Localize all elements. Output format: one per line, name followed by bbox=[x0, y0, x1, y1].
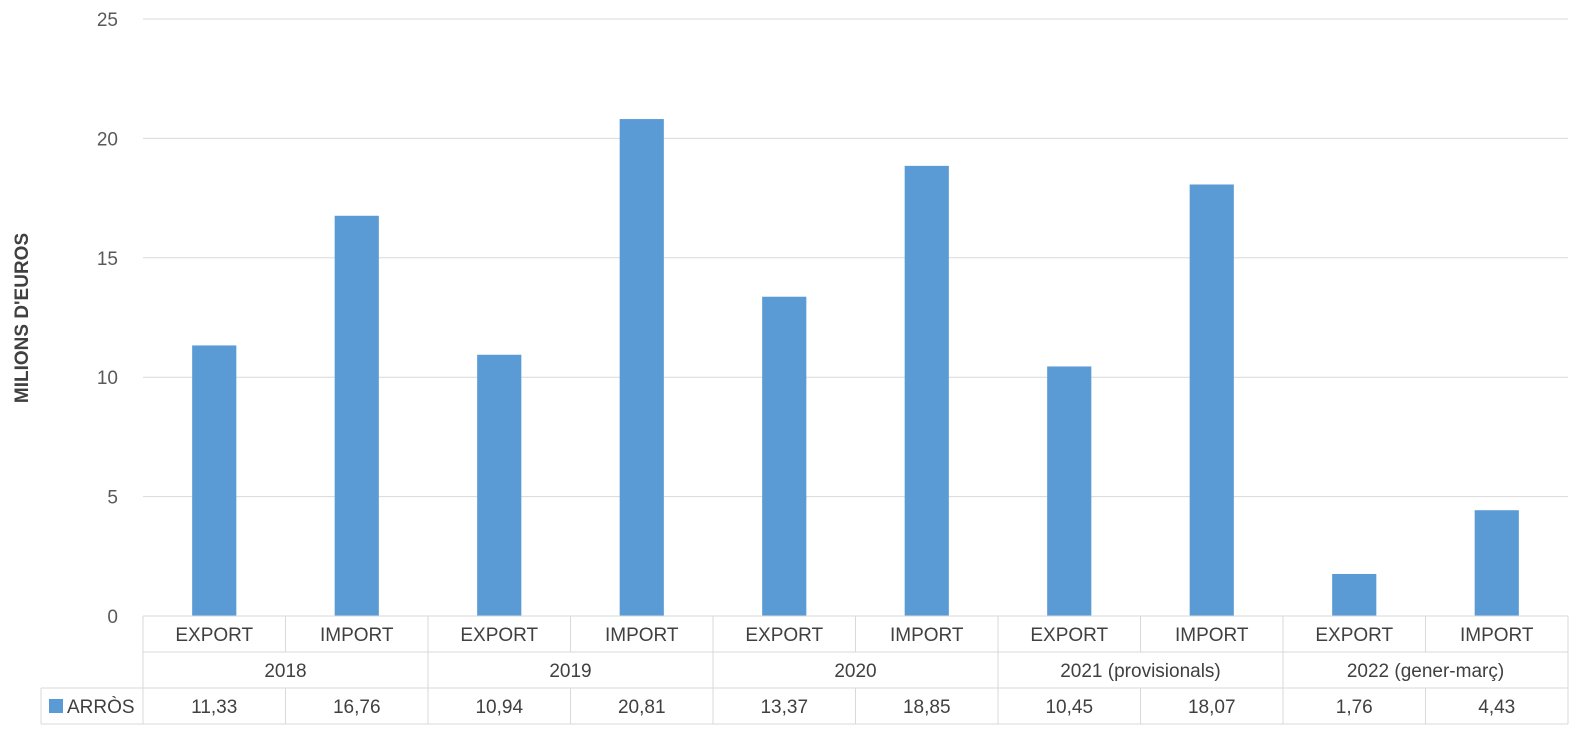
x-category-label: IMPORT bbox=[890, 625, 964, 646]
bar bbox=[1474, 510, 1519, 616]
y-tick-label: 10 bbox=[97, 368, 118, 389]
y-tick-label: 0 bbox=[107, 607, 118, 628]
x-group-label: 2019 bbox=[549, 661, 591, 682]
x-category-label: EXPORT bbox=[1030, 625, 1108, 646]
legend-series-name: ARRÒS bbox=[67, 696, 135, 718]
x-category-label: EXPORT bbox=[1315, 625, 1393, 646]
x-category-label: IMPORT bbox=[1175, 625, 1249, 646]
x-category-label: IMPORT bbox=[605, 625, 679, 646]
x-group-label: 2022 (gener-març) bbox=[1347, 661, 1504, 682]
x-group-label: 2018 bbox=[264, 661, 306, 682]
bar bbox=[762, 296, 807, 616]
data-table: EXPORT IMPORT EXPORT IMPORT EXPORT IMPORT EXPO… bbox=[40, 615, 1569, 725]
bar bbox=[1189, 184, 1234, 616]
bar bbox=[477, 354, 522, 616]
x-category-label: EXPORT bbox=[175, 625, 253, 646]
bars bbox=[192, 119, 1519, 617]
x-category-label: EXPORT bbox=[745, 625, 823, 646]
table-value-cell: 11,33 bbox=[191, 697, 237, 718]
table-value-cell: 4,43 bbox=[1478, 697, 1515, 718]
bar bbox=[1047, 366, 1092, 616]
y-axis-label: MILIONS D'EUROS bbox=[12, 233, 33, 403]
y-tick-label: 15 bbox=[97, 249, 118, 270]
table-value-cell: 13,37 bbox=[760, 697, 808, 718]
x-group-label: 2021 (provisionals) bbox=[1060, 661, 1221, 682]
table-value-cell: 18,07 bbox=[1188, 697, 1236, 718]
bar bbox=[619, 119, 664, 617]
y-tick-label: 5 bbox=[107, 488, 118, 509]
legend-swatch bbox=[49, 699, 63, 713]
y-axis: 0 5 10 15 20 25 bbox=[97, 10, 118, 628]
y-tick-label: 20 bbox=[97, 129, 118, 150]
x-category-label: EXPORT bbox=[460, 625, 538, 646]
bar bbox=[334, 215, 379, 617]
table-value-cell: 10,94 bbox=[475, 697, 523, 718]
y-tick-label: 25 bbox=[97, 10, 118, 31]
x-group-label: 2020 bbox=[834, 661, 876, 682]
bar bbox=[1332, 573, 1377, 616]
bar bbox=[904, 165, 949, 616]
table-value-cell: 10,45 bbox=[1045, 697, 1093, 718]
x-category-label: IMPORT bbox=[320, 625, 394, 646]
table-value-cell: 18,85 bbox=[903, 697, 951, 718]
gridlines bbox=[143, 18, 1568, 498]
x-category-label: IMPORT bbox=[1460, 625, 1534, 646]
table-value-cell: 20,81 bbox=[618, 697, 666, 718]
bar bbox=[192, 345, 237, 616]
table-value-cell: 16,76 bbox=[333, 697, 381, 718]
table-value-cell: 1,76 bbox=[1336, 697, 1373, 718]
